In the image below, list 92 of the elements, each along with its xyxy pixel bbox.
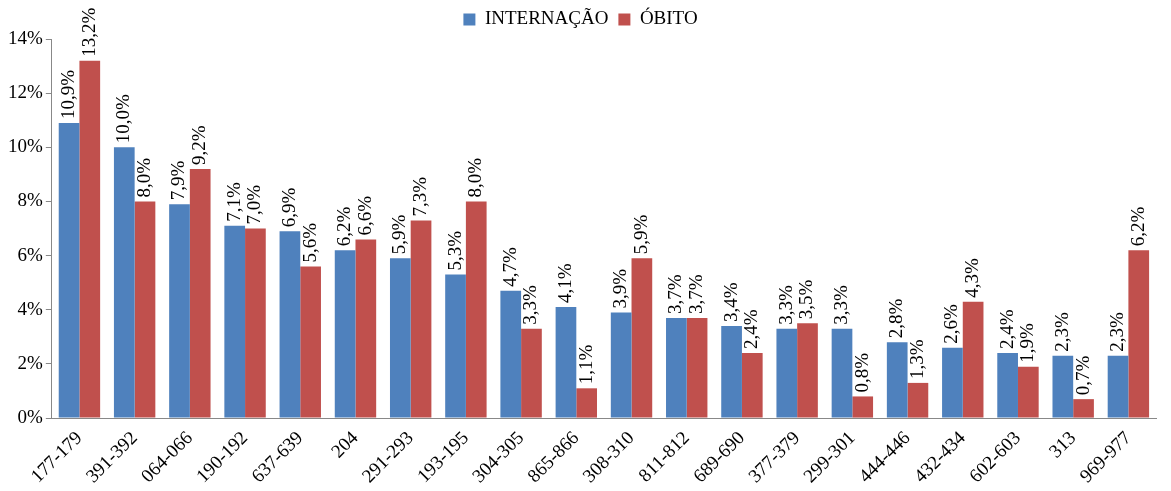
bar: [686, 317, 708, 418]
data-label: 5,9%: [629, 214, 651, 255]
data-label: 4,1%: [553, 263, 575, 304]
data-label: 3,3%: [519, 284, 541, 325]
data-label: 6,2%: [333, 206, 355, 247]
legend-label: ÓBITO: [639, 7, 698, 29]
bar: [610, 312, 632, 418]
y-tick-label: 10%: [8, 135, 43, 157]
bar: [831, 328, 853, 418]
data-label: 3,9%: [609, 268, 631, 309]
bar: [189, 168, 211, 418]
bar: [389, 258, 411, 418]
bar: [279, 231, 301, 418]
bar: [776, 328, 798, 418]
data-label: 0,7%: [1071, 355, 1093, 396]
y-tick-label: 14%: [8, 26, 43, 48]
bar: [962, 301, 984, 418]
data-label: 2,3%: [1106, 312, 1128, 352]
x-tick-label: 313: [1044, 426, 1080, 462]
data-label: 2,4%: [995, 309, 1017, 350]
data-label: 7,9%: [167, 160, 189, 201]
data-label: 3,3%: [774, 284, 796, 325]
data-label: 5,3%: [443, 230, 465, 271]
bar: [465, 201, 487, 418]
y-tick-label: 0%: [17, 406, 43, 428]
data-label: 3,5%: [795, 279, 817, 320]
data-label: 3,7%: [664, 274, 686, 314]
bar: [113, 147, 135, 418]
bar: [1107, 355, 1129, 418]
legend-label: INTERNAÇÃO: [484, 7, 609, 29]
data-label: 10,9%: [57, 69, 79, 119]
data-label: 4,7%: [498, 247, 520, 287]
bar: [1128, 250, 1150, 418]
bar: [500, 290, 522, 418]
y-tick-label: 4%: [17, 297, 43, 319]
bar: [886, 342, 908, 418]
bar: [79, 60, 101, 418]
bar: [355, 239, 377, 418]
bar: [410, 220, 432, 418]
bar: [797, 323, 818, 418]
data-label: 3,7%: [685, 274, 707, 314]
bar: [521, 328, 542, 418]
data-label: 2,3%: [1050, 312, 1072, 352]
data-label: 0,8%: [850, 352, 872, 393]
bar: [134, 201, 156, 418]
data-label: 9,2%: [188, 125, 210, 165]
bar: [997, 353, 1018, 418]
bar: [907, 382, 929, 418]
data-label: 3,3%: [829, 284, 851, 325]
data-label: 1,9%: [1016, 322, 1038, 363]
y-tick-label: 2%: [17, 351, 43, 373]
bar: [169, 204, 190, 418]
data-label: 2,4%: [740, 309, 762, 350]
x-tick-label: 204: [326, 426, 363, 462]
bar: [58, 122, 80, 418]
bar: [445, 274, 466, 418]
data-label: 2,6%: [940, 303, 962, 344]
data-label: 7,0%: [243, 184, 265, 225]
data-label: 8,0%: [464, 157, 486, 198]
data-label: 7,3%: [409, 176, 431, 217]
data-label: 5,9%: [388, 214, 410, 255]
data-label: 7,1%: [222, 182, 244, 222]
data-label: 4,3%: [961, 257, 983, 298]
y-tick-label: 8%: [17, 189, 43, 211]
bar: [741, 353, 763, 418]
bar: [245, 228, 266, 418]
bar: [224, 225, 246, 418]
bar: [1017, 366, 1039, 418]
data-label: 3,4%: [719, 282, 741, 323]
data-label: 6,2%: [1126, 206, 1148, 247]
data-label: 13,2%: [77, 7, 99, 57]
bar: [300, 266, 321, 418]
data-label: 1,1%: [574, 344, 596, 385]
bar: [334, 250, 356, 418]
data-label: 8,0%: [132, 157, 154, 198]
bar: [721, 326, 742, 418]
bar: [942, 347, 963, 418]
data-label: 2,8%: [885, 298, 907, 339]
bar: [1052, 355, 1074, 418]
bar: [1073, 399, 1094, 418]
bar: [576, 388, 598, 418]
data-label: 5,6%: [298, 222, 320, 263]
data-label: 1,3%: [905, 339, 927, 379]
bar: [631, 258, 653, 418]
bar: [666, 317, 687, 418]
data-label: 6,9%: [277, 187, 299, 228]
data-label: 10,0%: [112, 94, 134, 144]
y-tick-label: 12%: [8, 81, 43, 103]
y-tick-label: 6%: [17, 243, 43, 265]
bar: [555, 307, 577, 418]
bar: [852, 396, 874, 418]
data-label: 6,6%: [353, 195, 375, 236]
